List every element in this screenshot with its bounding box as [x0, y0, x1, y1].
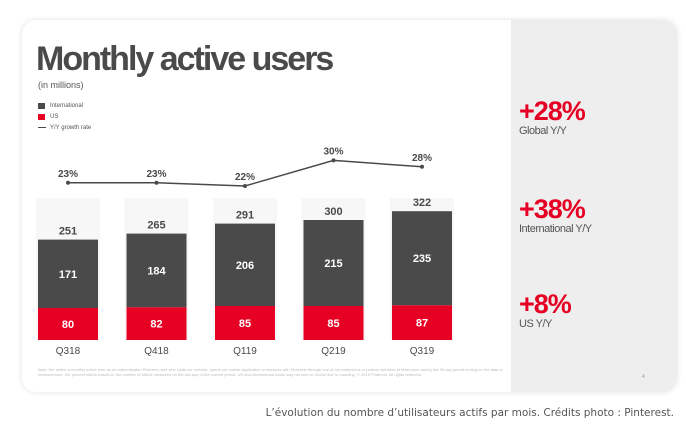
label-total-Q219: 300: [324, 206, 342, 218]
page-number: 4: [642, 374, 645, 380]
bar-international-Q219: [303, 220, 364, 306]
label-international-Q418: 184: [147, 265, 166, 277]
x-tick-Q319: Q319: [410, 346, 435, 357]
legend-swatch-international: [38, 102, 45, 109]
bar-us-Q418: [126, 307, 187, 340]
growth-label-Q318: 23%: [58, 169, 78, 180]
legend-item-growth: Y/Y growth rate: [38, 122, 91, 133]
x-tick-Q418: Q418: [144, 346, 169, 357]
stat-us-label: US Y/Y: [519, 318, 552, 330]
growth-point-Q418: [154, 180, 159, 185]
growth-label-Q119: 22%: [235, 172, 255, 183]
bar-us-Q319: [392, 305, 452, 340]
stat-international: +38% International Y/Y: [519, 194, 592, 236]
stat-global-label: Global Y/Y: [519, 125, 567, 137]
label-us-Q319: 87: [416, 318, 428, 330]
growth-point-Q319: [420, 164, 424, 169]
label-us-Q418: 82: [150, 319, 162, 331]
bar-international-Q319: [392, 211, 452, 306]
legend-label-us: US: [50, 113, 59, 120]
growth-point-Q219: [331, 158, 336, 163]
stats-panel: [511, 20, 677, 392]
bar-us-Q119: [215, 306, 275, 340]
label-us-Q119: 85: [239, 318, 251, 330]
legend-item-us: US: [38, 111, 91, 122]
growth-label-Q418: 23%: [146, 169, 166, 180]
label-total-Q318: 251: [59, 226, 77, 238]
label-us-Q219: 85: [327, 318, 339, 330]
growth-point-Q119: [243, 184, 247, 188]
stat-us: +8% US Y/Y: [519, 289, 572, 331]
stat-us-value: +8%: [519, 289, 572, 319]
label-international-Q318: 171: [59, 269, 77, 281]
x-tick-Q219: Q219: [321, 346, 346, 357]
legend-item-international: International: [38, 100, 91, 111]
x-tick-Q119: Q119: [233, 346, 257, 357]
label-total-Q119: 291: [236, 210, 254, 222]
legend-label-growth: Y/Y growth rate: [50, 124, 92, 131]
bar-international-Q318: [38, 239, 98, 308]
stat-global-value: +28%: [519, 96, 586, 126]
bar-international-Q119: [215, 223, 275, 306]
label-international-Q119: 206: [236, 260, 254, 272]
growth-label-Q319: 28%: [412, 153, 432, 164]
stacked-bar-chart: 80 171 251 Q318 82 184 265 Q418 85 206 291 Q119 85 21…: [36, 146, 454, 357]
image-caption: L’évolution du nombre d’utilisateurs act…: [265, 407, 674, 419]
legend: International US Y/Y growth rate: [38, 100, 91, 133]
chart-title: Monthly active users: [36, 40, 334, 78]
footnote: Note: We define a monthly active user as…: [38, 367, 503, 377]
slide: Monthly active users (in millions) Inter…: [22, 20, 677, 392]
legend-line-growth: [38, 126, 46, 129]
stat-global: +28% Global Y/Y: [519, 96, 586, 138]
growth-label-Q219: 30%: [323, 146, 343, 157]
bar-international-Q418: [126, 233, 187, 308]
legend-swatch-us: [38, 113, 45, 120]
legend-label-international: International: [50, 102, 84, 109]
stat-international-value: +38%: [519, 194, 586, 224]
label-total-Q319: 322: [413, 197, 431, 209]
label-international-Q219: 215: [324, 258, 342, 270]
chart-subtitle: (in millions): [38, 80, 84, 90]
label-total-Q418: 265: [147, 220, 165, 232]
label-us-Q318: 80: [62, 319, 74, 331]
growth-point-Q318: [66, 180, 70, 185]
bar-us-Q219: [303, 306, 364, 340]
stat-international-label: International Y/Y: [519, 223, 592, 235]
x-tick-Q318: Q318: [56, 346, 81, 357]
bar-us-Q318: [38, 308, 98, 340]
label-international-Q319: 235: [413, 253, 431, 265]
